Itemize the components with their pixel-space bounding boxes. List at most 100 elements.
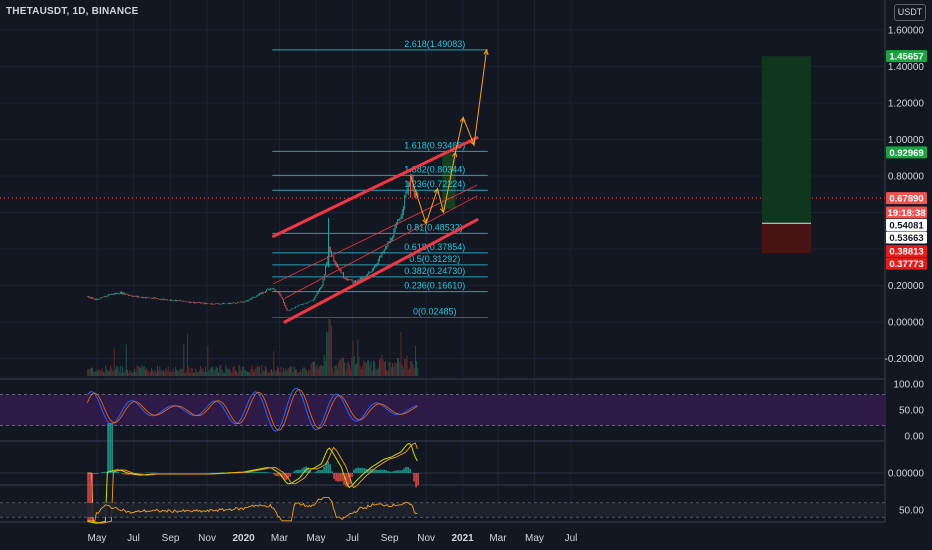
price-tag-box bbox=[886, 257, 927, 270]
volume-bar bbox=[236, 371, 238, 376]
macd-hist-bar bbox=[121, 473, 123, 474]
volume-bar bbox=[239, 367, 241, 376]
macd-hist-bar bbox=[127, 473, 129, 475]
y-tick-label: 1.00000 bbox=[888, 135, 925, 146]
volume-bar bbox=[286, 370, 288, 376]
projection-path[interactable] bbox=[410, 48, 489, 226]
long-position-tool[interactable] bbox=[442, 56, 811, 254]
macd-hist-bar bbox=[257, 472, 259, 473]
volume-bar bbox=[309, 370, 311, 376]
volume-bar bbox=[196, 372, 198, 376]
volume-bar bbox=[300, 372, 302, 376]
macd-hist-bar bbox=[391, 471, 393, 473]
volume-bar bbox=[137, 365, 139, 376]
price-tag-label: 19:18:38 bbox=[887, 208, 925, 219]
volume-bar bbox=[356, 363, 358, 376]
volume-bar bbox=[323, 354, 325, 376]
volume-bar bbox=[171, 372, 173, 376]
x-tick-label: May bbox=[525, 533, 544, 544]
volume-bar bbox=[156, 365, 158, 376]
volume-bar bbox=[164, 372, 166, 376]
fib-level-label: 1.236(0.72224) bbox=[404, 179, 465, 189]
macd-hist-bar bbox=[273, 473, 275, 475]
stoch-tick-label: 100.00 bbox=[893, 380, 924, 391]
volume-bar bbox=[345, 370, 347, 376]
price-axis[interactable]: 1.600001.400001.200001.000000.800000.600… bbox=[885, 26, 925, 517]
volume-bar bbox=[338, 362, 340, 376]
fibonacci-extension[interactable]: 2.618(1.49083) 1.618(0.93469) 1.382(0.8034… bbox=[272, 39, 488, 318]
volume-bar bbox=[296, 369, 298, 376]
price-tag-box bbox=[886, 219, 927, 231]
macd-hist-bar bbox=[393, 470, 395, 473]
macd-hist-bar bbox=[261, 472, 263, 473]
volume-bar bbox=[200, 365, 202, 376]
volume-bar bbox=[210, 367, 212, 376]
macd-hist-bar bbox=[415, 473, 417, 488]
volume-bar bbox=[360, 369, 362, 376]
volume-bar bbox=[94, 372, 96, 376]
volume-bar bbox=[180, 369, 182, 376]
volume-bar bbox=[375, 368, 377, 376]
volume-bar bbox=[228, 368, 230, 376]
volume-bar bbox=[336, 368, 338, 376]
volume-bar bbox=[149, 371, 151, 376]
volume-bar bbox=[285, 368, 287, 376]
x-tick-label: Nov bbox=[417, 533, 435, 544]
volume-bar bbox=[184, 372, 186, 376]
volume-bar bbox=[238, 365, 240, 376]
volume-bar bbox=[328, 318, 330, 376]
price-tag-box bbox=[886, 245, 927, 258]
volume-bar bbox=[219, 365, 221, 376]
volume-bar bbox=[388, 361, 390, 376]
currency-button[interactable]: USDT bbox=[894, 4, 926, 21]
volume-bar bbox=[310, 364, 312, 376]
price-tags: 1.45657 0.92969 0.67890 19:18:38 0.540810.53… bbox=[886, 50, 927, 270]
macd-hist-bar bbox=[413, 473, 415, 482]
volume-bar bbox=[100, 371, 102, 376]
macd-hist-bar bbox=[377, 469, 379, 473]
macd-hist-bar bbox=[245, 472, 247, 473]
volume-bar bbox=[342, 358, 344, 376]
volume-bar bbox=[266, 368, 268, 376]
volume-bar bbox=[406, 355, 408, 376]
volume-bar bbox=[159, 366, 161, 376]
macd-hist-bar bbox=[389, 471, 391, 473]
channel-lines[interactable] bbox=[272, 136, 479, 324]
volume-bar bbox=[112, 371, 114, 376]
macd-hist-bar bbox=[341, 473, 343, 482]
volume-bar bbox=[111, 368, 113, 376]
volume-bar bbox=[353, 356, 355, 376]
volume-bar bbox=[101, 368, 103, 376]
rsi-line bbox=[87, 496, 418, 522]
time-axis[interactable]: May Jul Sep Nov 2020 Mar May Jul Sep Nov 2021 Mar Ma… bbox=[88, 533, 578, 544]
volume-bar bbox=[142, 366, 144, 376]
volume-bar bbox=[245, 370, 247, 376]
macd-hist-bar bbox=[359, 467, 361, 473]
fib-level-label: 2.618(1.49083) bbox=[404, 39, 465, 49]
volume-bar bbox=[182, 368, 184, 376]
macd-hist-bar bbox=[285, 473, 287, 481]
stoch-d-line bbox=[87, 389, 418, 431]
macd-hist-bar bbox=[353, 469, 355, 473]
macd-hist-bar bbox=[323, 466, 325, 473]
volume-bar bbox=[131, 372, 133, 376]
volume-bar bbox=[368, 360, 370, 376]
volume-bar bbox=[270, 368, 272, 376]
macd-hist-bar bbox=[361, 467, 363, 473]
macd-hist-bar bbox=[265, 472, 267, 473]
macd-hist-bar bbox=[397, 470, 399, 473]
price-tag-box bbox=[886, 50, 927, 63]
macd-hist-bar bbox=[87, 473, 89, 522]
projection-arrowhead bbox=[459, 116, 465, 123]
volume-bar bbox=[290, 366, 292, 376]
volume-bar bbox=[128, 372, 130, 376]
stoch-k-line bbox=[86, 387, 418, 432]
volume-bar bbox=[161, 371, 163, 376]
volume-bar bbox=[108, 370, 110, 376]
macd-hist-bar bbox=[97, 473, 99, 474]
volume-bar bbox=[191, 368, 193, 376]
fib-level-label: 1.618(0.93469) bbox=[404, 140, 465, 150]
y-tick-label: 0.80000 bbox=[888, 172, 925, 183]
volume-bar bbox=[170, 370, 172, 376]
